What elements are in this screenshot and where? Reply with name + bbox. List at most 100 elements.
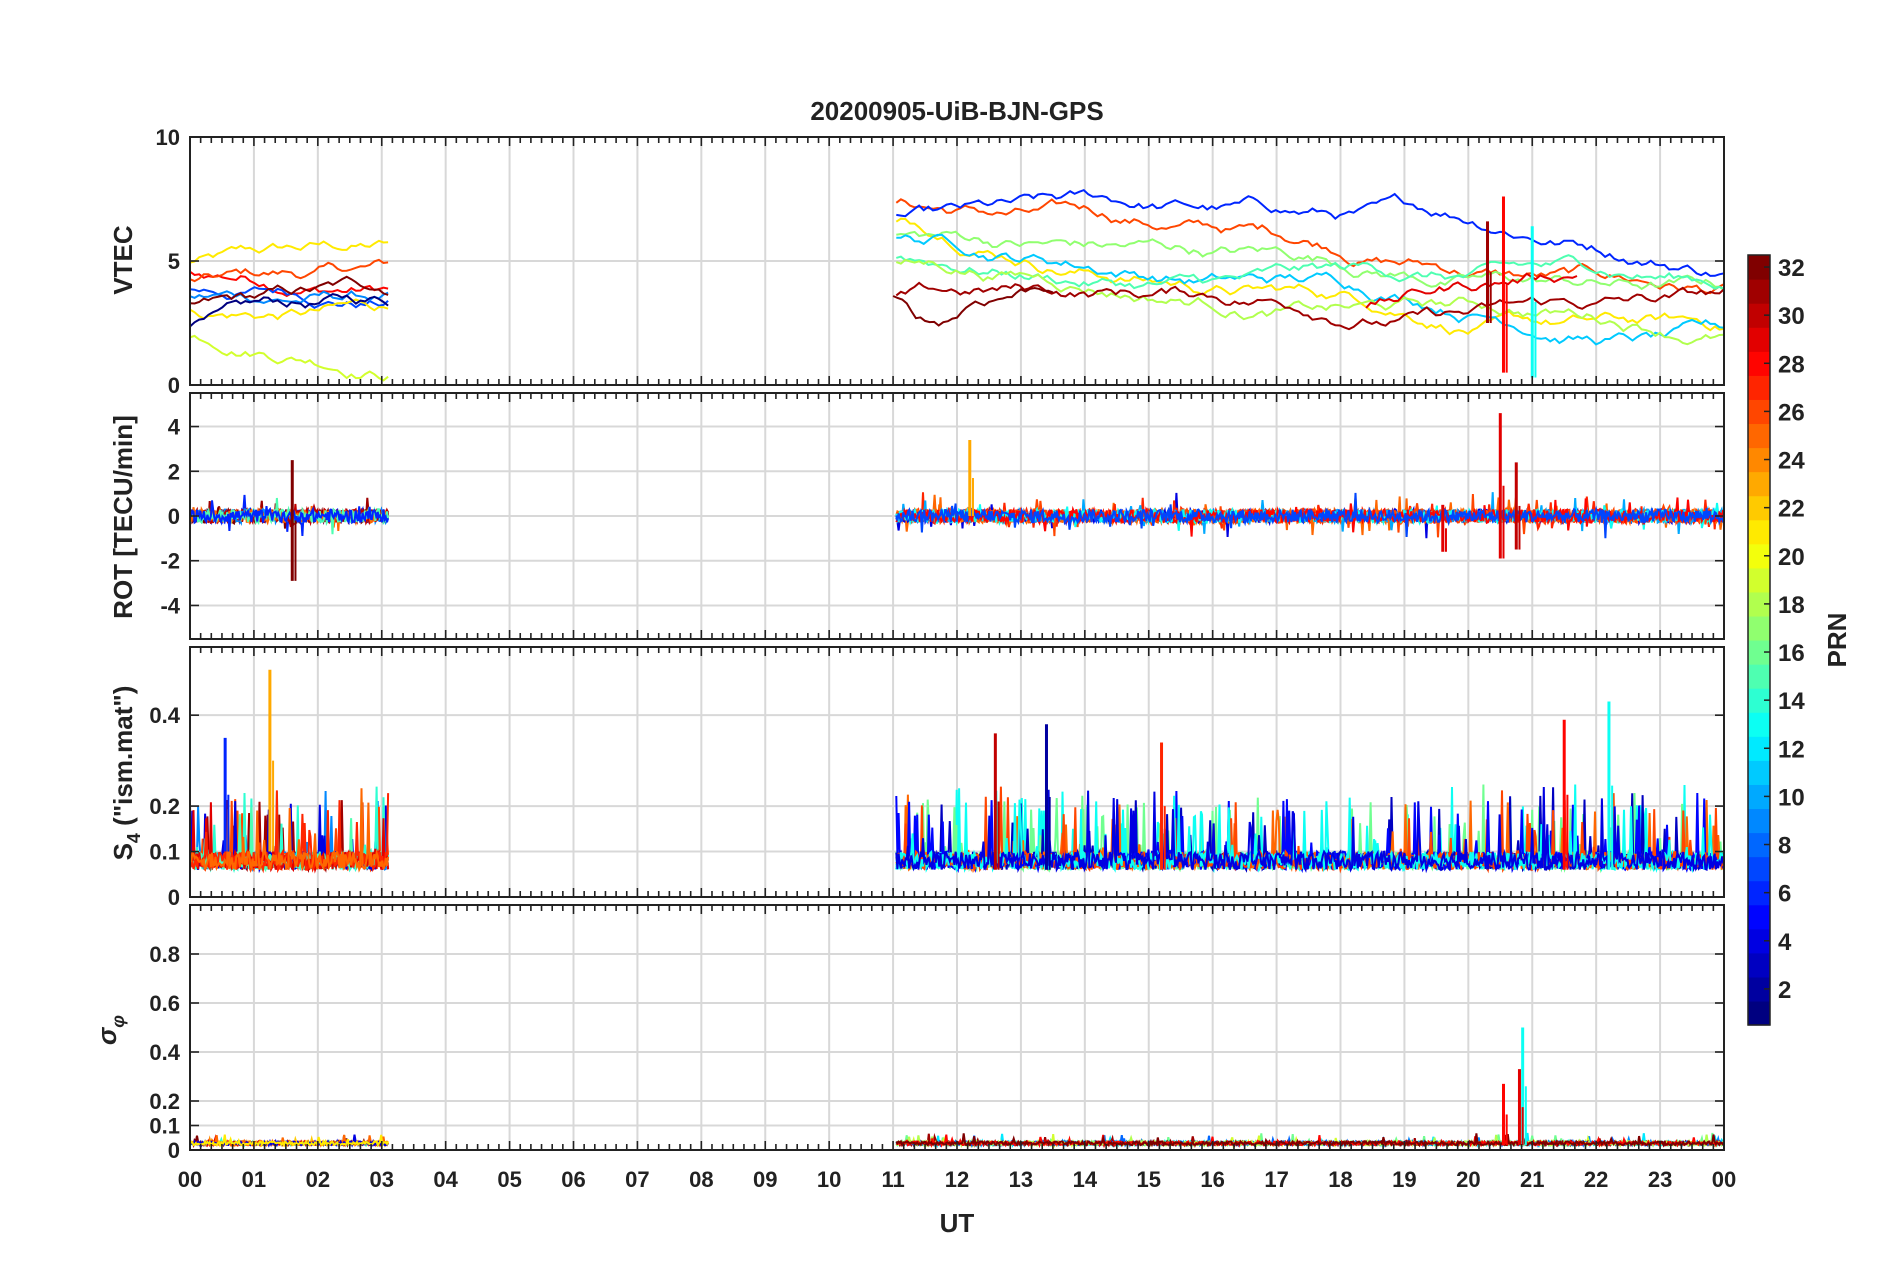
colorbar-band — [1748, 591, 1770, 617]
series-line-vtec — [190, 275, 389, 305]
panel-sigma-phi: 00.10.2 0.4 0.6 0.8 — [149, 904, 1725, 1163]
colorbar-band — [1748, 736, 1770, 761]
colorbar-band — [1748, 904, 1770, 930]
series-line-vtec — [892, 286, 1054, 327]
x-tick-label: 10 — [817, 1167, 841, 1192]
colorbar-band — [1748, 808, 1770, 834]
colorbar-band — [1748, 279, 1770, 304]
y-tick-label-rot: 0 — [168, 504, 180, 529]
colorbar-tick-label: 12 — [1778, 736, 1805, 763]
y-tick-label-sigma-phi: 0.4 — [149, 1040, 180, 1065]
colorbar-band — [1748, 928, 1770, 954]
x-tick-label: 17 — [1264, 1167, 1288, 1192]
colorbar-band — [1748, 760, 1770, 785]
y-tick-label-sigma-phi: 0.6 — [149, 991, 180, 1016]
colorbar-frame — [1747, 254, 1771, 1026]
colorbar-tick-label: 10 — [1778, 784, 1805, 811]
series-line-vtec — [895, 258, 1724, 346]
x-tick-label: 09 — [753, 1167, 777, 1192]
x-tick-label: 22 — [1584, 1167, 1608, 1192]
colorbar-tick-label: 28 — [1778, 351, 1805, 378]
chart-title: 20200905-UiB-BJN-GPS — [810, 96, 1103, 126]
colorbar-band — [1748, 832, 1770, 858]
colorbar-band — [1748, 303, 1770, 328]
ylabel-vtec: VTEC — [108, 225, 138, 295]
x-tick-label: 12 — [945, 1167, 969, 1192]
colorbar-band — [1748, 615, 1770, 641]
colorbar-band — [1748, 519, 1770, 545]
colorbar-band — [1748, 784, 1770, 810]
series-group-sigma-phi — [190, 1027, 1724, 1149]
colorbar-band — [1748, 255, 1770, 280]
x-tick-label: 20 — [1456, 1167, 1480, 1192]
x-tick-label: 00 — [1712, 1167, 1736, 1192]
panel-s4: 0 0.1 0.2 0.4 — [149, 646, 1725, 910]
x-tick-label: 11 — [881, 1167, 904, 1192]
series-line-vtec — [895, 217, 1724, 336]
colorbar-tick-label: 22 — [1778, 496, 1805, 523]
colorbar-tick-label: 20 — [1778, 544, 1805, 571]
x-tick-label: 00 — [178, 1167, 202, 1192]
y-tick-label-s4: 0.1 — [149, 840, 180, 865]
x-tick-label: 05 — [497, 1167, 521, 1192]
y-tick-label-s4: 0.2 — [149, 794, 180, 819]
series-line-vtec — [1365, 272, 1578, 309]
x-tick-label: 07 — [625, 1167, 649, 1192]
colorbar-tick-label: 6 — [1778, 881, 1791, 908]
colorbar-band — [1748, 471, 1770, 497]
y-tick-label-vtec: 10 — [156, 125, 180, 150]
colorbar-tick-label: 8 — [1778, 833, 1791, 860]
panel-vtec: 0 5 10 — [156, 125, 1725, 398]
colorbar-tick-label: 16 — [1778, 640, 1805, 667]
x-tick-label: 18 — [1328, 1167, 1352, 1192]
colorbar-tick-label: 24 — [1778, 448, 1805, 475]
x-tick-label: 01 — [242, 1167, 266, 1192]
series-line-vtec — [190, 290, 389, 304]
series-line-vtec — [896, 233, 1724, 346]
series-line-rot — [895, 492, 1724, 539]
y-tick-label-sigma-phi: 0.8 — [149, 942, 180, 967]
colorbar-band — [1748, 423, 1770, 449]
colorbar-band — [1748, 447, 1770, 473]
y-tick-label-rot: -4 — [160, 593, 180, 618]
x-tick-label: 06 — [561, 1167, 585, 1192]
ylabel-sigma-phi-sub: φ — [108, 1015, 128, 1028]
y-tick-label-sigma-phi: 0 — [168, 1138, 180, 1163]
series-line-rot — [190, 500, 390, 531]
series-line-vtec — [895, 281, 1724, 331]
y-tick-label-sigma-phi: 0.2 — [149, 1089, 180, 1114]
colorbar-band — [1748, 375, 1770, 400]
ylabel-sigma-phi: σφ — [92, 1015, 128, 1045]
colorbar-band — [1748, 976, 1770, 1002]
ylabel-s4: S4 ("ism.mat") — [108, 686, 144, 861]
colorbar-tick-label: 14 — [1778, 688, 1805, 715]
y-tick-label-rot: 2 — [168, 459, 180, 484]
series-line-s4 — [895, 786, 1724, 874]
colorbar-band — [1748, 351, 1770, 376]
x-tick-label: 03 — [370, 1167, 394, 1192]
colorbar-tick-label: 18 — [1778, 592, 1805, 619]
ylabel-rot: ROT [TECU/min] — [108, 415, 138, 619]
series-group-s4 — [190, 669, 1724, 874]
x-tick-label: 04 — [433, 1167, 458, 1192]
x-tick-label: 16 — [1200, 1167, 1224, 1192]
colorbar-tick-label: 26 — [1778, 399, 1805, 426]
y-tick-label-vtec: 0 — [168, 373, 180, 398]
colorbar-band — [1748, 952, 1770, 978]
x-tick-label: 15 — [1137, 1167, 1161, 1192]
ylabel-s4-rest: ("ism.mat") — [108, 686, 138, 833]
y-tick-label-sigma-phi: 0.1 — [149, 1114, 180, 1139]
colorbar-band — [1748, 543, 1770, 569]
colorbar-band — [1748, 327, 1770, 352]
colorbar-label: PRN — [1822, 613, 1852, 668]
colorbar-tick-label: 2 — [1778, 977, 1791, 1004]
panel-rot: -4 -2 0 2 4 — [160, 392, 1725, 640]
series-line-vtec — [895, 198, 1724, 295]
series-line-vtec — [190, 293, 389, 328]
y-tick-label-vtec: 5 — [168, 249, 180, 274]
colorbar-band — [1748, 856, 1770, 882]
series-line-vtec — [896, 188, 1724, 277]
x-tick-label: 21 — [1520, 1167, 1544, 1192]
